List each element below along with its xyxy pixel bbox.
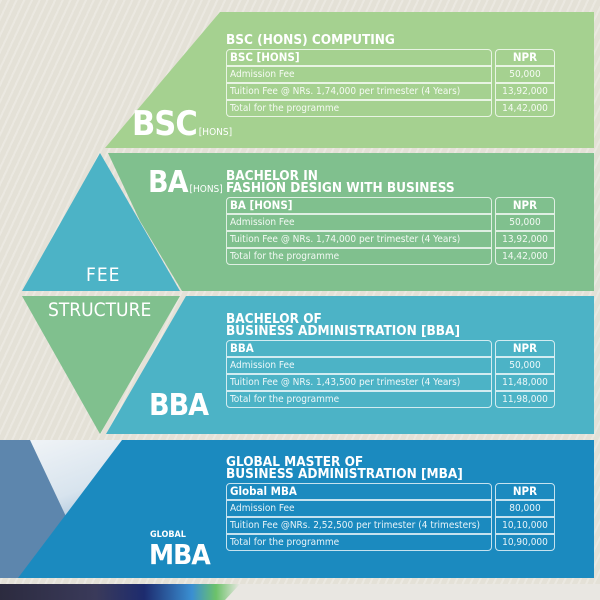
row-value: 13,92,000	[495, 83, 555, 100]
row-value: 13,92,000	[495, 231, 555, 248]
bsc-fee-panel: BSC (HONS) COMPUTING BSC [HONS] NPR Admi…	[226, 32, 556, 117]
table-header-currency: NPR	[495, 483, 555, 500]
table-header-label: Global MBA	[226, 483, 492, 500]
table-header-label: BBA	[226, 340, 492, 357]
ba-badge: BA [HONS]	[148, 165, 223, 200]
mba-title-line1: GLOBAL MASTER OF	[226, 454, 364, 470]
row-value: 11,98,000	[495, 391, 555, 408]
row-label: Admission Fee	[226, 500, 492, 517]
table-header-label: BA [HONS]	[226, 197, 492, 214]
row-value: 50,000	[495, 357, 555, 374]
row-value: 14,42,000	[495, 100, 555, 117]
bba-title-line2: BUSINESS ADMINISTRATION [BBA]	[226, 323, 460, 339]
row-value: 10,10,000	[495, 517, 555, 534]
row-label: Total for the programme	[226, 100, 492, 117]
row-label: Total for the programme	[226, 248, 492, 265]
table-header-currency: NPR	[495, 49, 555, 66]
row-label: Admission Fee	[226, 357, 492, 374]
ba-title-line2: FASHION DESIGN WITH BUSINESS	[226, 180, 455, 196]
row-label: Admission Fee	[226, 214, 492, 231]
bba-badge: BBA	[149, 388, 209, 423]
structure-label: STRUCTURE	[48, 299, 152, 321]
row-label: Tuition Fee @ NRs. 1,74,000 per trimeste…	[226, 83, 492, 100]
table-header-label: BSC [HONS]	[226, 49, 492, 66]
ba-band	[108, 153, 594, 291]
ba-fee-table: BA [HONS] NPR Admission Fee 50,000 Tuiti…	[226, 197, 556, 265]
bsc-fee-table: BSC [HONS] NPR Admission Fee 50,000 Tuit…	[226, 49, 556, 117]
row-label: Admission Fee	[226, 66, 492, 83]
bba-band	[106, 296, 594, 434]
bsc-title: BSC (HONS) COMPUTING	[226, 32, 395, 48]
row-label: Total for the programme	[226, 534, 492, 551]
bsc-badge: BSC [HONS]	[132, 104, 233, 144]
row-label: Total for the programme	[226, 391, 492, 408]
bba-title-line1: BACHELOR OF	[226, 311, 322, 327]
row-label: Tuition Fee @ NRs. 1,43,500 per trimeste…	[226, 374, 492, 391]
mba-fee-panel: GLOBAL MASTER OF BUSINESS ADMINISTRATION…	[226, 454, 556, 551]
row-value: 50,000	[495, 214, 555, 231]
row-value: 10,90,000	[495, 534, 555, 551]
bba-fee-table: BBA NPR Admission Fee 50,000 Tuition Fee…	[226, 340, 556, 408]
mba-badge: MBA	[149, 538, 211, 571]
fee-label: FEE	[86, 264, 121, 286]
row-value: 14,42,000	[495, 248, 555, 265]
ba-fee-panel: BACHELOR IN FASHION DESIGN WITH BUSINESS…	[226, 168, 556, 265]
table-header-currency: NPR	[495, 197, 555, 214]
mba-title-line2: BUSINESS ADMINISTRATION [MBA]	[226, 466, 463, 482]
row-label: Tuition Fee @ NRs. 1,74,000 per trimeste…	[226, 231, 492, 248]
row-value: 50,000	[495, 66, 555, 83]
mba-band	[18, 440, 594, 578]
row-label: Tuition Fee @NRs. 2,52,500 per trimester…	[226, 517, 492, 534]
table-header-currency: NPR	[495, 340, 555, 357]
mba-badge-prefix: GLOBAL	[150, 530, 186, 540]
mba-fee-table: Global MBA NPR Admission Fee 80,000 Tuit…	[226, 483, 556, 551]
bottom-image-strip	[0, 584, 240, 600]
row-value: 80,000	[495, 500, 555, 517]
row-value: 11,48,000	[495, 374, 555, 391]
ba-title-line1: BACHELOR IN	[226, 168, 318, 184]
bba-fee-panel: BACHELOR OF BUSINESS ADMINISTRATION [BBA…	[226, 311, 556, 408]
